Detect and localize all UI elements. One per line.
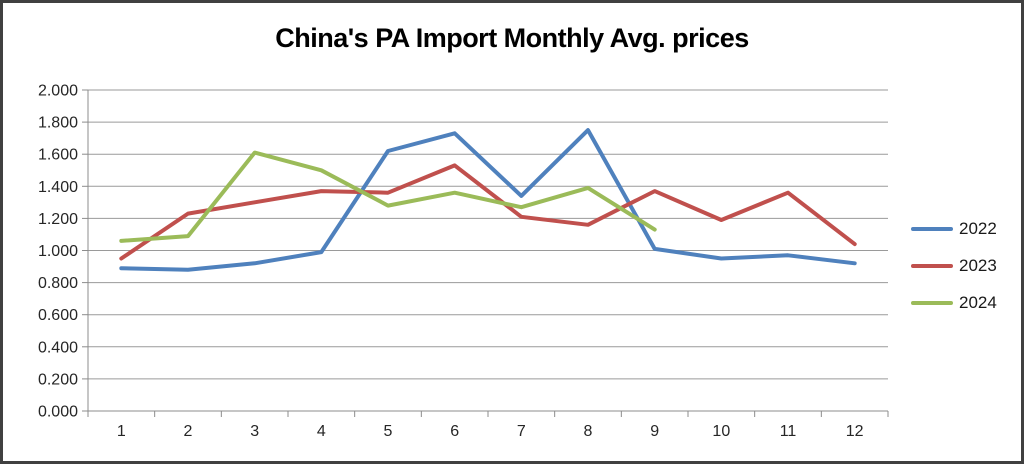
legend-line-swatch-2024 xyxy=(911,300,953,305)
y-tick-label: 1.200 xyxy=(38,211,78,228)
legend-line-swatch-2022 xyxy=(911,226,953,231)
legend-item-2022: 2022 xyxy=(911,217,997,240)
line-chart-plot-area: 0.000 0.200 0.400 0.600 0.800 1.000 1.200 1.400… xyxy=(38,83,889,440)
chart-title: China's PA Import Monthly Avg. prices xyxy=(275,23,749,53)
x-tick-label: 4 xyxy=(317,423,326,440)
legend-label-2022: 2022 xyxy=(959,218,997,238)
y-tick-label: 0.000 xyxy=(38,404,78,421)
x-tick-label: 8 xyxy=(584,423,593,440)
y-tick-label: 0.800 xyxy=(38,275,78,292)
series-line-2022 xyxy=(119,128,857,272)
series-line-2023 xyxy=(119,163,857,261)
x-tick-label: 7 xyxy=(517,423,526,440)
y-tick-label: 0.400 xyxy=(38,339,78,356)
x-tick-label: 9 xyxy=(650,423,659,440)
legend-item-2023: 2023 xyxy=(911,254,997,277)
x-tick-label: 6 xyxy=(450,423,459,440)
legend-label-2023: 2023 xyxy=(959,255,997,275)
y-tick-label: 0.600 xyxy=(38,307,78,324)
x-tick-label: 5 xyxy=(384,423,393,440)
chart-legend: 2022 2023 2024 xyxy=(911,217,997,314)
legend-label-2024: 2024 xyxy=(959,292,997,312)
axes xyxy=(82,89,889,417)
x-tick-label: 12 xyxy=(846,423,864,440)
y-tick-label: 1.800 xyxy=(38,115,78,132)
y-tick-label: 1.400 xyxy=(38,179,78,196)
series-line-2024 xyxy=(119,150,657,243)
x-axis-labels: 1 2 3 4 5 6 7 8 9 10 11 12 xyxy=(117,423,864,440)
x-tick-label: 1 xyxy=(117,423,126,440)
y-tick-label: 2.000 xyxy=(38,83,78,100)
legend-line-swatch-2023 xyxy=(911,263,953,268)
y-tick-label: 1.600 xyxy=(38,147,78,164)
y-tick-label: 1.000 xyxy=(38,243,78,260)
x-tick-label: 3 xyxy=(250,423,259,440)
legend-item-2024: 2024 xyxy=(911,291,997,314)
x-tick-label: 2 xyxy=(184,423,193,440)
x-tick-label: 11 xyxy=(780,423,797,440)
x-tick-label: 10 xyxy=(712,423,730,440)
y-axis-labels: 0.000 0.200 0.400 0.600 0.800 1.000 1.200 1.400… xyxy=(38,83,78,421)
gridlines xyxy=(88,89,888,380)
y-tick-label: 0.200 xyxy=(38,371,78,388)
